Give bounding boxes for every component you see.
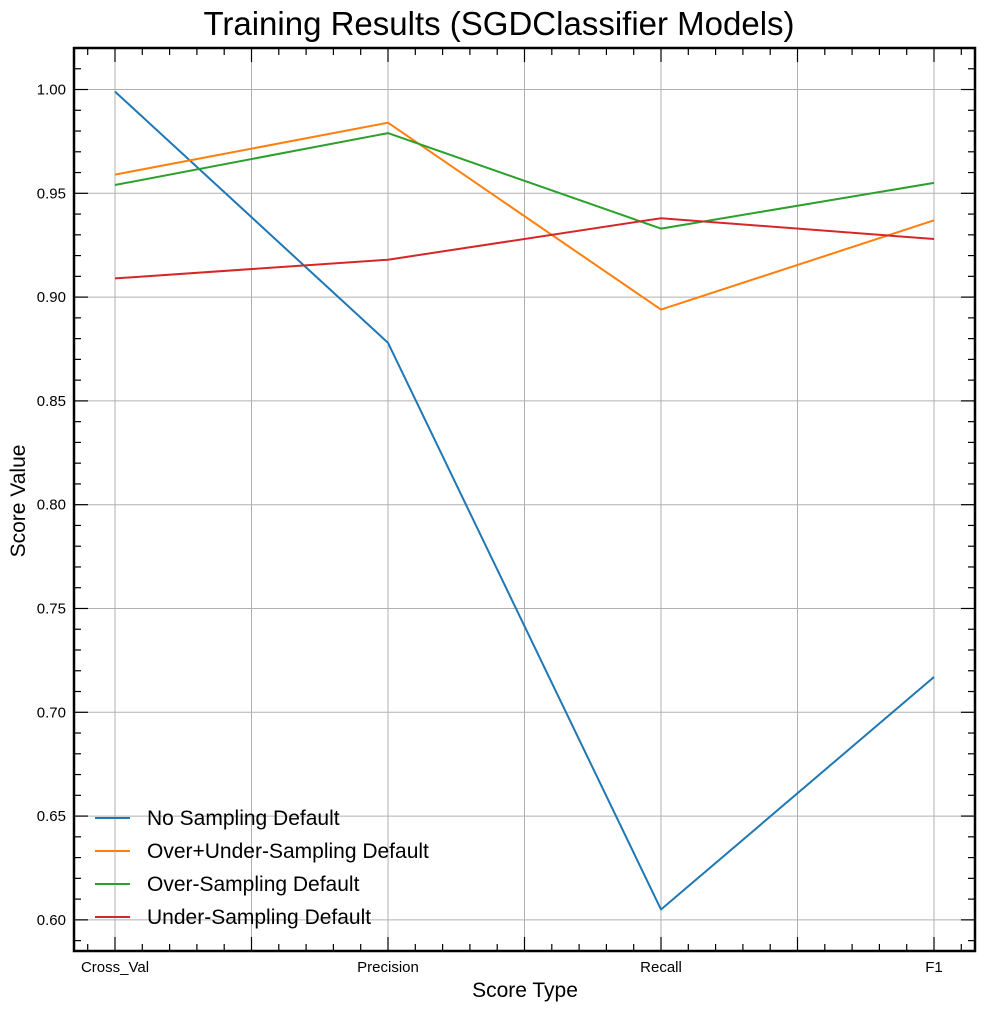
legend: No Sampling Default Over+Under-Sampling D…	[95, 807, 429, 929]
y-tick-label: 0.85	[37, 393, 66, 410]
y-tick-label: 1.00	[37, 82, 66, 99]
x-tick-labels: Cross_Val Precision Recall F1	[81, 959, 943, 976]
series-line	[114, 90, 935, 911]
y-tick-labels: 0.60 0.65 0.70 0.75 0.80 0.85 0.90 0.95 1.00	[37, 82, 66, 929]
legend-label: No Sampling Default	[147, 807, 340, 830]
series-line	[114, 132, 935, 230]
y-tick-label: 0.60	[37, 912, 66, 929]
series-line	[114, 121, 935, 311]
x-tick-label: Cross_Val	[81, 959, 149, 976]
y-tick-label: 0.65	[37, 808, 66, 825]
legend-label: Over+Under-Sampling Default	[147, 840, 429, 863]
x-tick-label: F1	[925, 959, 943, 976]
y-axis-label: Score Value	[7, 445, 30, 558]
y-tick-label: 0.90	[37, 289, 66, 306]
y-tick-label: 0.70	[37, 704, 66, 721]
legend-label: Under-Sampling Default	[147, 906, 371, 929]
series-lines	[114, 90, 935, 911]
series-line	[114, 217, 935, 280]
y-tick-label: 0.95	[37, 185, 66, 202]
minor-x-grid	[251, 48, 798, 951]
x-tick-label: Precision	[357, 959, 419, 976]
plot-frame	[72, 46, 977, 953]
legend-label: Over-Sampling Default	[147, 873, 360, 896]
x-axis-label: Score Type	[472, 979, 578, 1002]
y-tick-label: 0.80	[37, 497, 66, 514]
y-tick-label: 0.75	[37, 600, 66, 617]
chart-title: Training Results (SGDClassifier Models)	[203, 5, 794, 42]
x-tick-label: Recall	[640, 959, 682, 976]
